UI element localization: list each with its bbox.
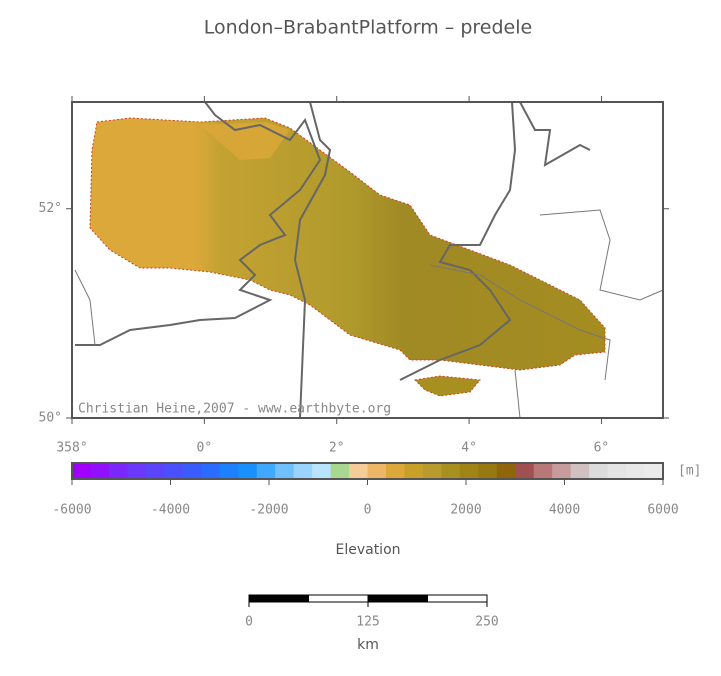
colorbar-swatch xyxy=(589,463,609,479)
platform-region xyxy=(89,117,606,371)
colorbar-swatch xyxy=(552,463,572,479)
river xyxy=(74,269,96,346)
continent-coast xyxy=(399,101,517,381)
lon-label: 6° xyxy=(594,441,610,456)
colorbar-swatch xyxy=(219,463,239,479)
colorbar-swatch xyxy=(441,463,461,479)
scale-tick-label: 125 xyxy=(356,615,379,630)
colorbar-tick-label: -4000 xyxy=(151,503,190,518)
scale-segment xyxy=(308,594,369,603)
colorbar-swatch xyxy=(108,463,128,479)
colorbar-swatch xyxy=(533,463,553,479)
colorbar-swatch xyxy=(422,463,442,479)
scale-segment xyxy=(427,594,488,603)
map-frame xyxy=(71,101,664,419)
colorbar-swatch xyxy=(182,463,202,479)
border xyxy=(429,264,611,381)
credit: Christian Heine,2007 - www.earthbyte.org xyxy=(78,402,391,417)
colorbar-swatch xyxy=(644,463,664,479)
border xyxy=(539,209,664,301)
borders xyxy=(74,209,664,419)
coast-line xyxy=(293,101,332,419)
colorbar-swatch xyxy=(570,463,590,479)
scale-unit: km xyxy=(357,637,379,653)
border xyxy=(514,369,521,419)
colorbar-swatch xyxy=(164,463,184,479)
colorbar-swatch xyxy=(256,463,276,479)
colorbar-tick-label: 0 xyxy=(364,503,372,518)
colorbar-swatch xyxy=(330,463,350,479)
colorbar-label: Elevation xyxy=(335,542,400,558)
lon-label: 4° xyxy=(461,441,477,456)
colorbar-swatch xyxy=(496,463,516,479)
colorbar-tick-label: 6000 xyxy=(647,503,678,518)
colorbar-swatch xyxy=(404,463,424,479)
region-shade xyxy=(200,122,290,160)
coastlines xyxy=(75,101,591,419)
colorbar-swatch xyxy=(385,463,405,479)
colorbar-swatch xyxy=(90,463,110,479)
colorbar-unit: [m] xyxy=(678,464,701,479)
colorbar-swatch xyxy=(459,463,479,479)
lon-label: 2° xyxy=(329,441,345,456)
colorbar-swatch xyxy=(349,463,368,479)
lat-label: 52° xyxy=(39,201,62,216)
colorbar-tick-label: 4000 xyxy=(549,503,580,518)
title: London–BrabantPlatform – predele xyxy=(204,17,532,39)
colorbar-swatch xyxy=(626,463,646,479)
scale-tick-label: 0 xyxy=(245,615,253,630)
colorbar-swatch xyxy=(607,463,627,479)
colorbar-swatch xyxy=(478,463,498,479)
colorbar-swatch xyxy=(72,463,91,479)
colorbar-swatch xyxy=(127,463,147,479)
lon-label: 358° xyxy=(56,441,87,456)
colorbar-tick-label: 2000 xyxy=(450,503,481,518)
scale-tick-label: 250 xyxy=(475,615,498,630)
colorbar-swatch xyxy=(275,463,295,479)
colorbar-tick-label: -6000 xyxy=(52,503,91,518)
colorbar-swatch xyxy=(367,463,387,479)
colorbar-swatch xyxy=(312,463,332,479)
lat-label: 50° xyxy=(39,411,62,426)
colorbar-swatch xyxy=(293,463,313,479)
colorbar-swatch xyxy=(238,463,258,479)
colorbar-swatch xyxy=(201,463,221,479)
colorbar-swatch xyxy=(145,463,165,479)
scale-segment xyxy=(248,594,309,603)
wadden-coast xyxy=(519,101,591,167)
uk-coast xyxy=(75,101,322,346)
lon-label: 0° xyxy=(197,441,213,456)
colorbar-swatch xyxy=(515,463,535,479)
island-region xyxy=(413,375,481,397)
scale-segment xyxy=(367,594,428,603)
colorbar-tick-label: -2000 xyxy=(249,503,288,518)
